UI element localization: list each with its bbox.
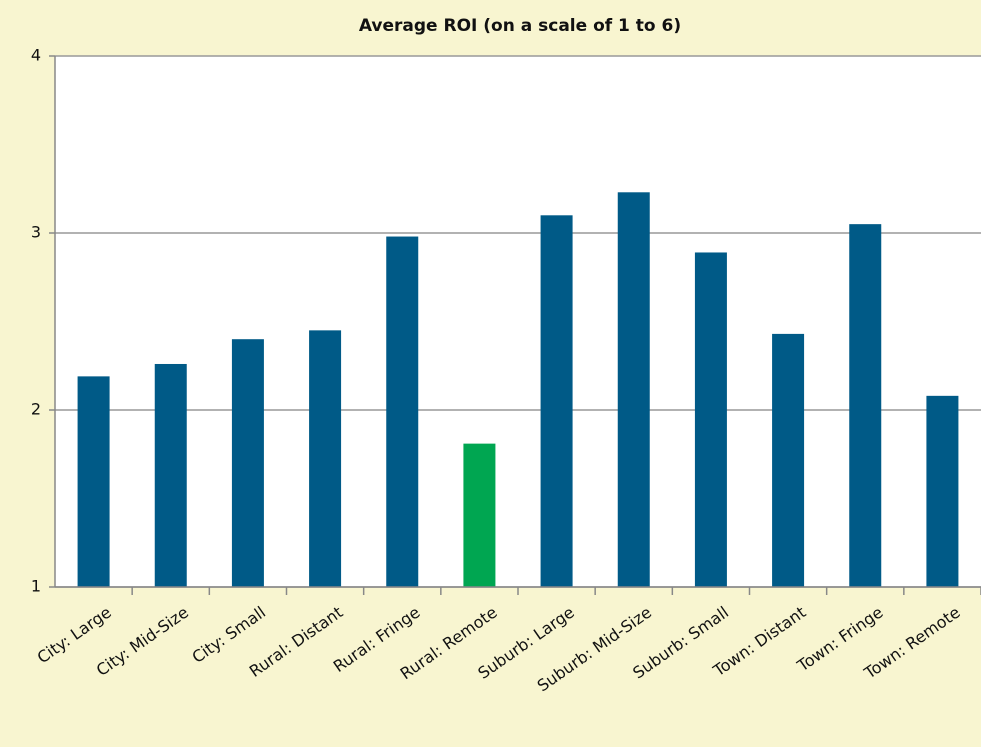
bar: [386, 236, 419, 588]
bar: [540, 215, 573, 588]
bar: [772, 333, 805, 587]
y-tick-label: 2: [31, 400, 41, 419]
bar: [154, 363, 187, 587]
y-tick-label: 1: [31, 577, 41, 596]
bar: [926, 395, 959, 587]
plot-area: [55, 56, 981, 587]
y-tick-label: 3: [31, 223, 41, 242]
bar: [77, 376, 110, 587]
chart-title: Average ROI (on a scale of 1 to 6): [359, 16, 681, 36]
bar: [617, 192, 650, 588]
bar: [463, 443, 496, 587]
bar: [231, 339, 264, 587]
y-tick-label: 4: [31, 46, 41, 65]
bar: [309, 330, 342, 587]
bar: [694, 252, 727, 587]
bar: [849, 224, 882, 587]
